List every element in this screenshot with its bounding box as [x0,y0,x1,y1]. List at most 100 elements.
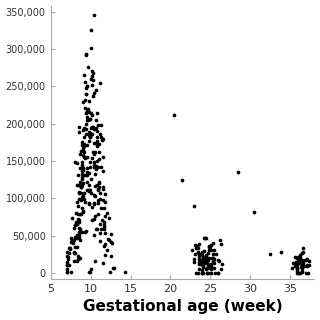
Point [212,265,217,270]
Point [101,225,106,230]
Point [84,83,89,88]
Point [108,270,113,275]
Point [83,200,88,205]
Point [81,144,86,149]
Point [296,270,301,276]
Point [89,218,94,223]
Point [300,251,305,256]
Point [71,237,76,243]
Point [76,190,81,196]
Point [74,244,79,249]
Point [200,260,205,266]
Point [96,180,101,185]
Point [109,240,114,245]
Point [211,252,216,257]
Point [205,259,210,264]
Point [295,262,300,268]
Point [196,242,201,247]
Point [208,262,213,267]
Point [99,123,104,128]
Point [106,237,111,243]
Point [195,244,200,249]
Point [82,155,87,160]
Point [79,143,84,148]
Point [80,209,85,214]
Point [76,256,81,261]
Point [84,180,89,185]
Point [95,201,100,206]
Point [295,254,300,260]
Point [202,257,207,262]
Point [84,114,89,119]
Point [76,217,81,222]
Point [92,164,97,169]
Point [192,252,197,257]
Point [77,152,82,157]
Point [82,149,87,155]
Point [81,73,86,78]
Point [216,270,221,276]
Point [300,250,306,255]
Point [79,182,84,188]
Point [299,257,304,262]
Point [212,256,217,261]
Point [200,267,205,272]
Point [296,260,301,266]
Point [211,241,216,246]
Point [80,176,85,181]
Point [92,183,97,188]
Point [75,221,80,226]
Point [66,250,71,255]
Point [87,133,92,138]
Point [80,159,85,164]
Point [89,68,94,73]
Point [219,241,224,246]
Point [73,220,78,225]
Point [75,221,80,227]
Point [89,190,94,195]
Point [75,253,80,259]
Point [76,234,81,239]
Point [210,255,215,260]
Point [87,117,92,122]
Point [73,234,78,239]
Point [82,172,87,178]
Point [81,168,86,173]
Point [196,246,201,251]
Point [79,172,84,177]
Point [92,201,97,206]
Point [90,149,95,155]
Point [205,261,210,267]
Point [82,98,87,103]
Point [69,237,74,242]
Point [89,112,94,117]
Point [86,129,92,134]
Point [80,169,85,174]
Point [70,240,76,245]
Point [100,197,106,202]
Point [204,266,210,271]
Point [87,270,92,275]
Point [94,159,99,164]
Point [102,252,108,257]
Point [300,269,305,274]
Point [278,250,284,255]
Point [87,134,92,140]
Point [79,162,84,167]
Point [93,227,99,232]
Point [88,160,93,165]
Point [297,270,302,276]
Point [191,260,196,265]
Point [292,254,297,260]
Point [85,142,90,148]
Point [111,266,116,271]
Point [216,259,221,264]
Point [300,245,305,251]
Point [297,270,302,276]
Point [300,260,305,266]
Point [81,128,86,133]
Point [211,247,216,252]
Point [79,195,84,200]
Point [93,214,98,219]
Point [76,196,82,202]
